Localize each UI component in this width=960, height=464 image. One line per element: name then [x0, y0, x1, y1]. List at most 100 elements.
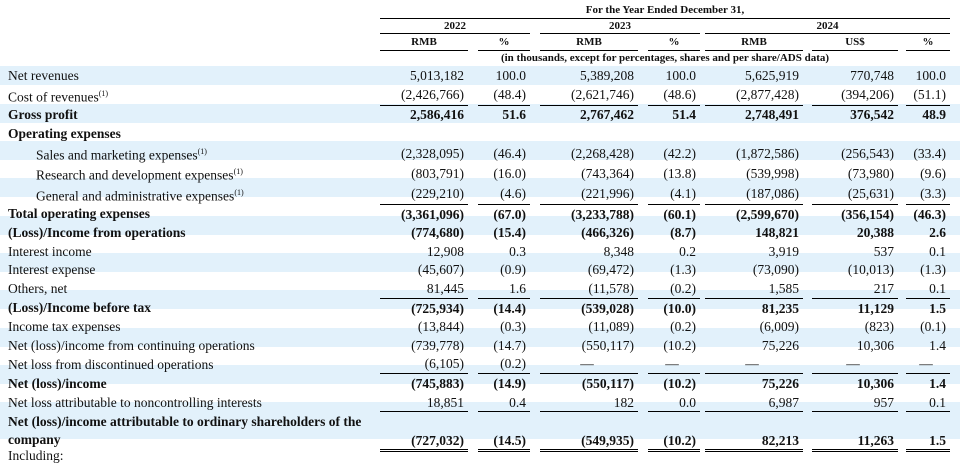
- cell-interest-expense-pct-2022: (0.9): [500, 262, 526, 278]
- spacer: [803, 66, 812, 85]
- col-pct-2022: %: [498, 36, 510, 48]
- spacer: [898, 105, 906, 124]
- row-label-research-development: Research and development expenses(1): [36, 167, 243, 183]
- spacer: [638, 317, 648, 336]
- cell-cost-of-revenues-pct-2023: (48.6): [648, 84, 700, 106]
- spacer: [898, 336, 906, 355]
- spacer: [898, 204, 906, 223]
- row-label-interest-income: Interest income: [8, 243, 92, 259]
- spacer: [638, 261, 648, 280]
- spacer: [638, 336, 648, 355]
- cell-others-net-usd-2024: 217: [812, 279, 898, 299]
- cell-gross-profit-rmb-2022: 2,586,416: [410, 107, 464, 123]
- header-rule: [812, 50, 898, 51]
- spacer: [803, 184, 812, 205]
- cell-loss-income-operations-pct-2024: 2.6: [929, 225, 946, 241]
- cell-cost-of-revenues-rmb-2023: (2,621,746): [540, 84, 638, 106]
- cell-interest-income-pct-2024: 0.1: [929, 243, 946, 259]
- spacer: [898, 124, 906, 143]
- header-rule: [705, 33, 950, 34]
- cell-income-tax-rmb-2022: (13,844): [417, 319, 464, 335]
- cell-total-operating-expenses-usd-2024: (356,154): [841, 206, 894, 222]
- cell-loss-income-before-tax-pct-2024: 1.5: [929, 300, 946, 316]
- spacer: [530, 355, 540, 374]
- cell-operating-expenses-pct-2022: [478, 124, 530, 143]
- cell-net-loss-income-rmb-2022: (745,883): [411, 375, 464, 391]
- spacer: [898, 298, 906, 317]
- cell-income-tax-pct-2023: (0.2): [670, 319, 696, 335]
- row-label-loss-income-operations: (Loss)/Income from operations: [8, 225, 186, 241]
- spacer: [803, 355, 812, 374]
- spacer: [530, 85, 540, 106]
- header-rule: [380, 50, 468, 51]
- table-row: Net (loss)/income (745,883) (14.9) (550,117…: [0, 374, 950, 393]
- header-rule: [540, 33, 700, 34]
- cell-interest-expense-pct-2023: (1.3): [670, 262, 696, 278]
- cell-research-development-pct-2023: (13.8): [663, 166, 696, 182]
- cell-operating-expenses-pct-2023: [648, 124, 700, 143]
- spacer: [803, 124, 812, 143]
- spacer: [898, 279, 906, 298]
- cell-income-tax-pct-2022: (0.3): [500, 319, 526, 335]
- table-row: Income tax expenses (13,844) (0.3) (11,089)…: [0, 317, 950, 336]
- spacer: [638, 412, 648, 451]
- cell-total-operating-expenses-rmb-2024: (2,599,670): [736, 206, 799, 222]
- cell-general-admin-rmb-2023: (221,996): [540, 183, 638, 205]
- col-usd-2024: US$: [845, 36, 865, 48]
- cell-net-attributable-ordinary-rmb-2024: 82,213: [705, 411, 803, 453]
- spacer: [803, 412, 812, 451]
- spacer: [468, 204, 478, 223]
- row-band: [0, 66, 960, 85]
- row-band: [0, 328, 960, 347]
- cell-loss-income-before-tax-pct-2022: (14.4): [493, 300, 526, 316]
- footnote-marker: (1): [234, 187, 244, 197]
- row-label-income-tax: Income tax expenses: [8, 319, 121, 335]
- spacer: [468, 355, 478, 374]
- cell-cost-of-revenues-rmb-2024: (2,877,428): [705, 84, 803, 106]
- row-band: [0, 141, 960, 160]
- cell-sales-marketing-usd-2024: (256,543): [841, 145, 894, 161]
- spacer: [898, 163, 906, 184]
- cell-net-attributable-ordinary-pct-2024: 1.5: [906, 411, 950, 453]
- spacer: [530, 163, 540, 184]
- table-row: Interest income 12,908 0.3 8,348 0.2 3,919 537…: [0, 242, 950, 261]
- spacer: [638, 374, 648, 393]
- cell-net-continuing-pct-2024: 1.4: [929, 337, 946, 353]
- spacer: [638, 279, 648, 298]
- cell-research-development-rmb-2023: (743,364): [581, 166, 634, 182]
- cell-gross-profit-rmb-2024: 2,748,491: [745, 107, 799, 123]
- row-label-net-discontinued: Net loss from discontinued operations: [8, 356, 214, 372]
- cell-net-continuing-rmb-2024: 75,226: [761, 337, 799, 353]
- table-row: Gross profit 2,586,416 51.6 2,767,462 51.4 2,…: [0, 105, 950, 124]
- spacer: [530, 204, 540, 223]
- row-label-noncontrolling: Net loss attributable to noncontrolling …: [8, 394, 262, 410]
- cell-total-operating-expenses-rmb-2022: (3,361,096): [401, 206, 464, 222]
- header-rule: [705, 50, 803, 51]
- spacer: [468, 223, 478, 242]
- spacer: [468, 66, 478, 85]
- spacer: [898, 261, 906, 280]
- spacer: [803, 204, 812, 223]
- table-row: Net (loss)/income from continuing operat…: [0, 336, 950, 355]
- cell-income-tax-pct-2024: (0.1): [920, 319, 946, 335]
- units-note: (in thousands, except for percentages, s…: [500, 52, 830, 64]
- cell-net-revenues-pct-2023: 100.0: [665, 67, 696, 83]
- cell-net-continuing-rmb-2022: (739,778): [411, 337, 464, 353]
- cell-net-loss-income-pct-2023: (10.2): [663, 375, 696, 391]
- row-label-loss-income-before-tax: (Loss)/Income before tax: [8, 300, 151, 316]
- cell-net-revenues-pct-2024: 100.0: [915, 67, 946, 83]
- cell-others-net-rmb-2022: 81,445: [380, 279, 468, 299]
- spacer: [468, 317, 478, 336]
- spacer: [638, 163, 648, 184]
- cell-net-loss-income-pct-2024: 1.4: [929, 375, 946, 391]
- cell-operating-expenses-rmb-2024: [705, 124, 803, 143]
- cell-net-revenues-pct-2022: 100.0: [495, 67, 526, 83]
- footnote-marker: (1): [233, 167, 243, 177]
- row-label-gross-profit: Gross profit: [8, 107, 78, 123]
- cell-cost-of-revenues-pct-2022: (48.4): [478, 84, 530, 106]
- cell-net-revenues-rmb-2022: 5,013,182: [410, 67, 464, 83]
- cell-net-attributable-ordinary-pct-2022: (14.5): [478, 411, 530, 453]
- cell-others-net-rmb-2023: (11,578): [540, 279, 638, 299]
- footer-partial: Including:: [8, 448, 64, 463]
- cell-total-operating-expenses-rmb-2023: (3,233,788): [571, 206, 634, 222]
